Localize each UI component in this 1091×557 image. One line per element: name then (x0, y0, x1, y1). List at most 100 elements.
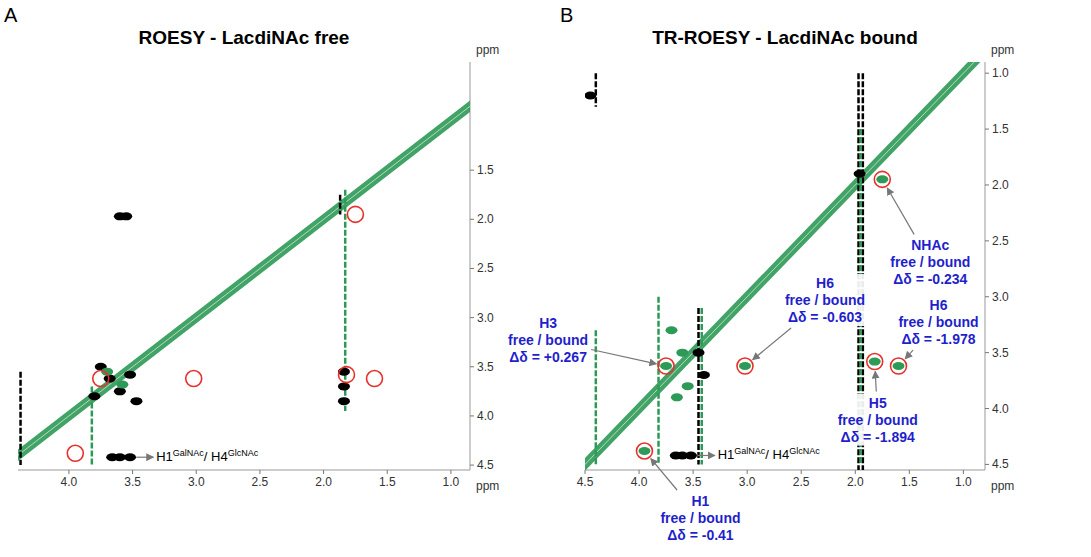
y-tick-label: 1.5 (477, 163, 494, 177)
peak (120, 212, 132, 220)
diagonal-core (585, 62, 985, 470)
highlight-circle (367, 371, 383, 387)
x-tick (68, 470, 69, 474)
x-tick (259, 470, 260, 474)
y-tick (470, 366, 474, 367)
peak (869, 358, 881, 366)
y-tick-label: 3.0 (477, 311, 494, 325)
panel-letter: B (560, 4, 573, 26)
x-tick-label: 4.5 (577, 475, 594, 489)
noe-label: H1GalNAc​/ H4GlcNAc​ (718, 446, 820, 462)
peak (698, 371, 710, 379)
peak (676, 349, 688, 357)
noe-label-sup: GlcNAc (789, 446, 820, 456)
annotation: NHAcfree / boundΔδ = -0.234 (890, 237, 970, 287)
annotation: H6free / boundΔδ = -1.978 (898, 297, 978, 347)
y-axis-title: ppm (476, 43, 499, 57)
y-tick (985, 184, 989, 185)
y-tick-label: 4.0 (477, 409, 494, 423)
y-tick-label: 4.0 (992, 402, 1009, 416)
highlight-circle (93, 371, 109, 387)
annotation-arrow (591, 350, 656, 364)
highlight-circle (891, 358, 907, 374)
label-patch (658, 492, 742, 544)
annotation-sublabel: free / bound (898, 314, 978, 330)
diagonal (18, 62, 470, 470)
annotation-delta: Δδ = -0.603 (788, 309, 862, 325)
y-axis-title: ppm (991, 43, 1014, 57)
y-tick (470, 170, 474, 171)
x-tick-label: 1.0 (955, 475, 972, 489)
x-tick-label: 1.5 (901, 475, 918, 489)
y-tick (985, 296, 989, 297)
diagonal (585, 62, 985, 470)
peak (116, 380, 128, 388)
label-patch (716, 445, 822, 463)
annotation: H6free / boundΔδ = -0.603 (785, 275, 865, 325)
y-tick-label: 3.0 (992, 290, 1009, 304)
annotation: H1free / boundΔδ = -0.41 (660, 493, 740, 543)
x-tick (450, 470, 451, 474)
annotation-label: H6 (816, 275, 834, 291)
y-tick (470, 415, 474, 416)
x-tick-label: 3.0 (188, 475, 205, 489)
peak (682, 382, 694, 390)
noe-label-spacer: ​ (258, 449, 259, 464)
y-tick (470, 317, 474, 318)
x-tick-label: 3.0 (739, 475, 756, 489)
x-axis-line (585, 470, 985, 471)
x-tick-label: 1.5 (379, 475, 396, 489)
x-tick (639, 470, 640, 474)
noe-label-part: H1 (156, 449, 173, 464)
x-tick-label: 2.0 (847, 475, 864, 489)
plot-area (585, 62, 985, 470)
annotation-sublabel: free / bound (890, 254, 970, 270)
x-tick-label: 2.0 (315, 475, 332, 489)
plot-area (18, 62, 470, 470)
annotation-sublabel: free / bound (660, 510, 740, 526)
y-tick-label: 1.5 (992, 122, 1009, 136)
highlight-circle (658, 358, 674, 374)
peak (104, 375, 116, 383)
highlight-circle (867, 354, 883, 370)
peak (638, 447, 650, 455)
noe-label-part: / H4 (204, 449, 228, 464)
x-tick (585, 470, 586, 474)
annotation-arrow (753, 328, 791, 360)
x-tick-label: 3.5 (685, 475, 702, 489)
annotation-delta: Δδ = -0.41 (667, 527, 734, 543)
x-tick (132, 470, 133, 474)
panel-letter: A (4, 4, 18, 26)
annotation-sublabel: free / bound (785, 292, 865, 308)
noe-label: H1GalNAc​/ H4GlcNAc​ (156, 448, 258, 464)
highlight-circle (874, 171, 890, 187)
highlight-circle (347, 206, 363, 222)
highlight-circle (186, 371, 202, 387)
streak (657, 297, 660, 465)
streak (19, 372, 22, 465)
streak (339, 195, 342, 215)
annotation-label: H6 (930, 297, 948, 313)
peak (693, 349, 705, 357)
noe-label-part: H1 (718, 447, 735, 462)
streak (344, 190, 347, 411)
x-tick (196, 470, 197, 474)
highlight-circle (636, 443, 652, 459)
y-tick-label: 3.5 (477, 360, 494, 374)
label-patch (888, 236, 972, 288)
x-tick (855, 470, 856, 474)
figure: AROESY - LacdiNAc free4.03.53.02.52.01.5… (0, 0, 1091, 557)
x-tick-label: 3.5 (124, 475, 141, 489)
x-tick-label: 2.5 (793, 475, 810, 489)
streak (697, 308, 700, 464)
y-tick (985, 352, 989, 353)
diagonal-core (18, 62, 470, 470)
y-tick (470, 465, 474, 466)
y-tick (985, 408, 989, 409)
x-tick (387, 470, 388, 474)
x-tick (801, 470, 802, 474)
peak (124, 371, 136, 379)
y-tick-label: 2.5 (992, 234, 1009, 248)
highlight-circle (67, 445, 83, 461)
annotation-arrow (875, 372, 876, 392)
